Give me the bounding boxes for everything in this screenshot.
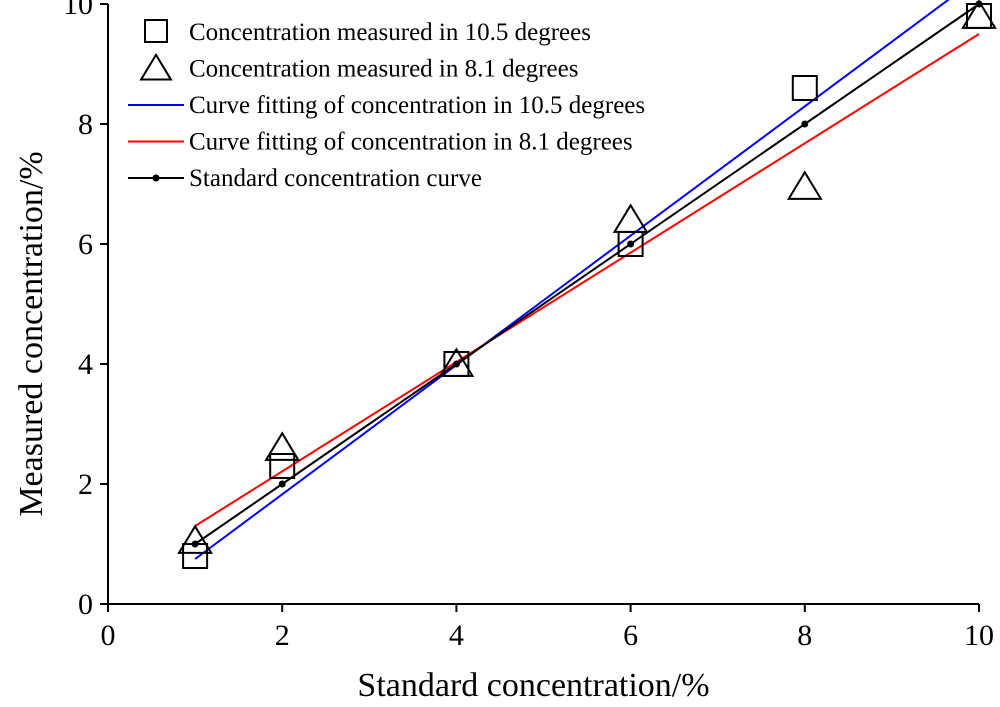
data-point bbox=[438, 347, 475, 377]
y-axis-title: Measured concentration/% bbox=[13, 151, 50, 516]
series-line bbox=[194, 3, 980, 545]
y-tick-label: 4 bbox=[78, 348, 93, 381]
axes bbox=[107, 4, 979, 605]
y-tick-label: 2 bbox=[78, 468, 93, 501]
series-1 bbox=[177, 0, 997, 554]
series-4 bbox=[191, 0, 983, 548]
ticks: 0 2 4 6 8 10 0 2 4 6 8 10 bbox=[63, 0, 994, 652]
x-tick-label: 6 bbox=[623, 619, 638, 652]
series-line bbox=[194, 33, 980, 527]
legend: Concentration measured in 10.5 degrees Co… bbox=[128, 19, 645, 192]
x-tick-label: 10 bbox=[964, 619, 994, 652]
data-point bbox=[786, 170, 823, 200]
legend-marker bbox=[144, 19, 168, 43]
x-tick-label: 4 bbox=[449, 619, 464, 652]
x-tick-label: 0 bbox=[101, 619, 116, 652]
data-point bbox=[177, 524, 213, 554]
data-point bbox=[627, 240, 635, 248]
series-0 bbox=[182, 3, 992, 569]
legend-label: Concentration measured in 10.5 degrees bbox=[189, 19, 591, 46]
legend-label: Standard concentration curve bbox=[189, 165, 482, 192]
data-point bbox=[961, 0, 997, 29]
y-tick-label: 0 bbox=[78, 588, 93, 621]
data-point bbox=[278, 480, 286, 488]
x-tick-label: 2 bbox=[275, 619, 290, 652]
y-tick-label: 10 bbox=[63, 0, 93, 21]
legend-label: Concentration measured in 8.1 degrees bbox=[189, 56, 578, 83]
data-point bbox=[182, 543, 209, 569]
series-2 bbox=[194, 0, 950, 560]
data-point bbox=[791, 75, 818, 101]
y-tick-label: 8 bbox=[78, 108, 93, 141]
x-axis-title: Standard concentration/% bbox=[357, 667, 709, 704]
series-line bbox=[194, 0, 950, 560]
data-point bbox=[269, 453, 296, 479]
plot-area bbox=[177, 0, 997, 569]
legend-marker bbox=[139, 52, 173, 81]
data-point bbox=[801, 120, 809, 128]
y-tick-label: 6 bbox=[78, 228, 93, 261]
x-tick-label: 8 bbox=[797, 619, 812, 652]
data-point bbox=[612, 203, 649, 233]
series-3 bbox=[194, 33, 980, 527]
data-point bbox=[452, 360, 460, 368]
legend-label: Curve fitting of concentration in 8.1 de… bbox=[189, 129, 633, 156]
data-point bbox=[264, 431, 301, 461]
legend-dot bbox=[152, 174, 160, 182]
legend-label: Curve fitting of concentration in 10.5 d… bbox=[189, 92, 645, 119]
